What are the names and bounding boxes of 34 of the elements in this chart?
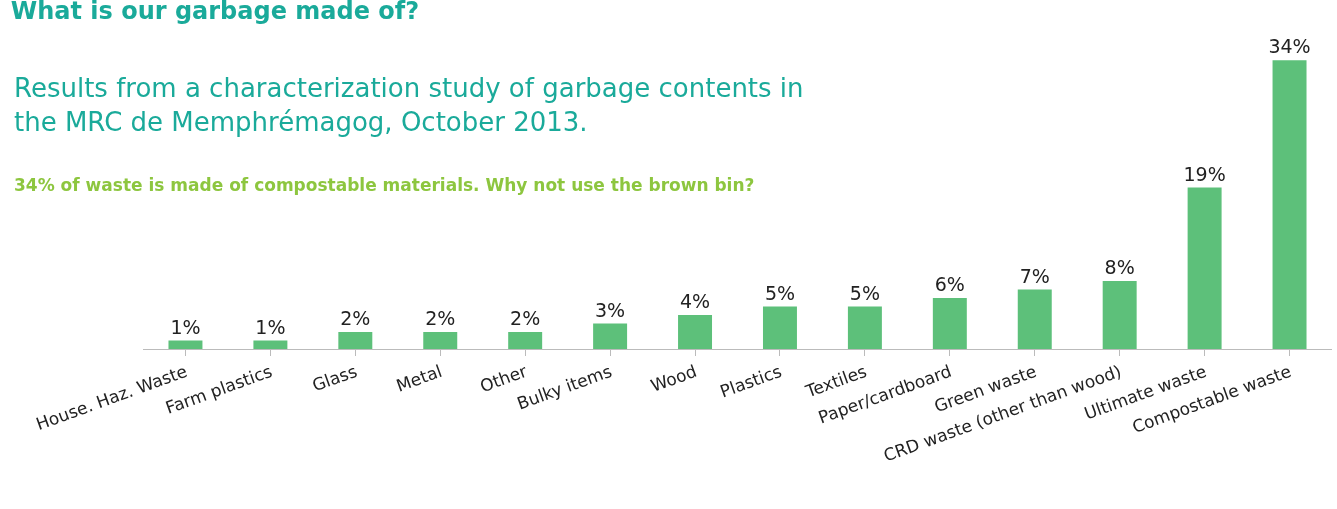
x-tick-label: Metal — [393, 360, 445, 396]
bar — [338, 332, 373, 349]
bar — [1187, 187, 1222, 349]
data-label: 2% — [510, 307, 541, 330]
bar — [168, 340, 203, 349]
bar — [423, 332, 458, 349]
x-tick-label: Glass — [309, 360, 360, 396]
bar — [932, 298, 967, 349]
bar — [1102, 281, 1137, 349]
bar — [678, 315, 713, 349]
data-label: 4% — [679, 290, 711, 313]
data-label: 8% — [1104, 256, 1135, 279]
data-label: 6% — [934, 273, 965, 296]
bar — [1017, 289, 1052, 349]
data-label: 2% — [340, 307, 371, 330]
bar — [847, 306, 882, 349]
bar — [508, 332, 543, 349]
data-label: 2% — [425, 307, 456, 330]
data-label: 1% — [255, 315, 286, 338]
bar — [593, 323, 628, 349]
data-label: 3% — [595, 298, 626, 321]
data-label: 19% — [1183, 162, 1226, 185]
bar — [253, 340, 288, 349]
data-label: 5% — [849, 281, 880, 304]
bar — [1272, 60, 1307, 349]
chart-title: What is our garbage made of? — [10, 0, 420, 26]
text: Results from a characterization study of garbage contents in the MRC de Memphrémagog, October 2013. — [14, 73, 804, 137]
data-label: 34% — [1268, 35, 1311, 58]
data-label: 7% — [1019, 264, 1050, 287]
annotation: 34% of waste is made of compostable materials. Why not use the brown bin? — [14, 175, 755, 195]
data-label: 5% — [764, 281, 796, 304]
x-tick-label: Wood — [647, 360, 700, 396]
data-label: 1% — [170, 315, 201, 338]
bar — [762, 306, 797, 349]
